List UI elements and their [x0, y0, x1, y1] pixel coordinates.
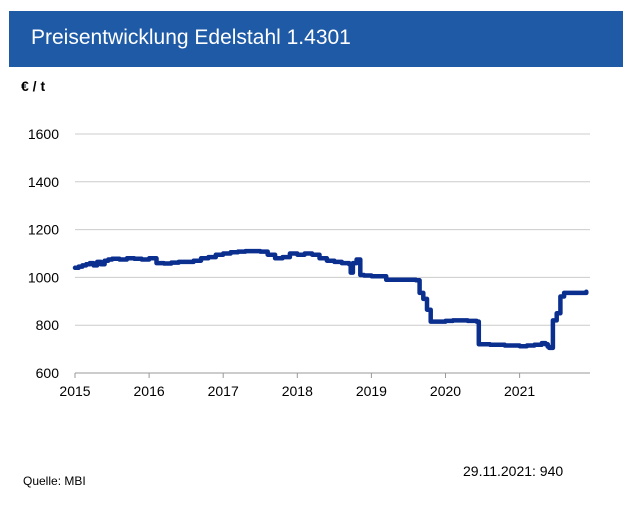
- title-banner: Preisentwicklung Edelstahl 1.4301: [9, 11, 623, 67]
- x-tick-labels: 2015 2016 2017 2018 2019 2020 2021: [59, 383, 535, 399]
- y-tick-label: 1600: [28, 126, 59, 142]
- y-tick-labels: 600 800 1000 1200 1400 1600: [28, 126, 59, 381]
- price-series-line: [72, 248, 589, 351]
- y-tick-label: 600: [36, 365, 60, 381]
- chart-title: Preisentwicklung Edelstahl 1.4301: [31, 26, 351, 49]
- source-note: Quelle: MBI: [23, 474, 86, 488]
- x-tick-label: 2021: [504, 383, 535, 399]
- latest-value-note: 29.11.2021: 940: [463, 463, 564, 479]
- x-tick-label: 2020: [430, 383, 461, 399]
- x-tick-label: 2018: [282, 383, 313, 399]
- x-axis: [74, 372, 590, 378]
- y-tick-label: 1000: [28, 269, 59, 285]
- y-tick-label: 1200: [28, 222, 59, 238]
- y-tick-label: 1400: [28, 174, 59, 190]
- grid-lines: [75, 133, 590, 326]
- x-tick-label: 2017: [208, 383, 239, 399]
- x-tick-label: 2015: [59, 383, 90, 399]
- series-group: [72, 248, 589, 351]
- y-tick-label: 800: [36, 317, 60, 333]
- y-axis-unit: € / t: [21, 78, 46, 94]
- x-tick-label: 2016: [134, 383, 165, 399]
- x-tick-label: 2019: [356, 383, 387, 399]
